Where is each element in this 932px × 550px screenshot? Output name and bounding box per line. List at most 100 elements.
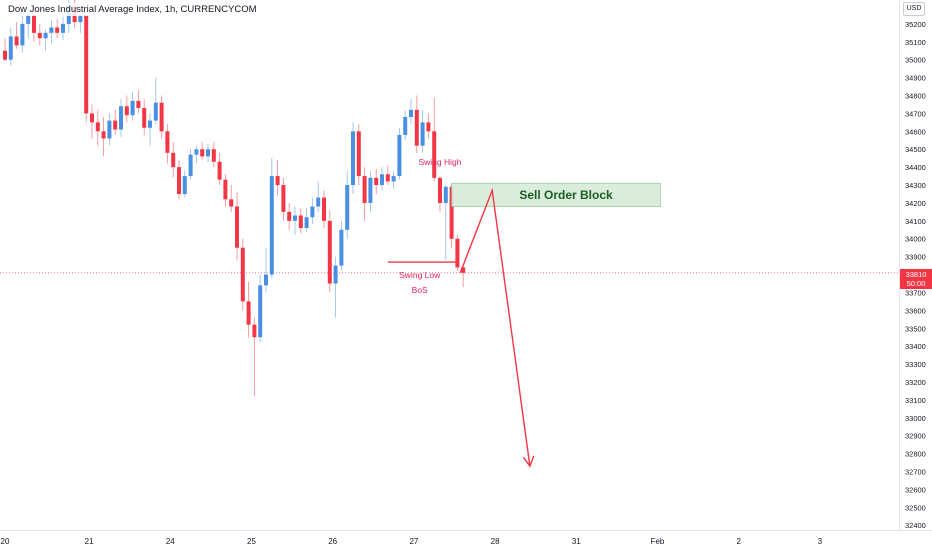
time-tick-label: 21 [85, 537, 94, 546]
candle-body [356, 131, 361, 177]
candle-body [223, 179, 228, 200]
candle-body [304, 217, 309, 229]
price-tick-label: 33600 [905, 306, 926, 315]
candle-body [403, 117, 408, 135]
candle-body [287, 211, 292, 221]
last-price-tag: 33810 50:00 [900, 269, 932, 289]
price-tick-label: 34000 [905, 235, 926, 244]
candle-body [14, 36, 19, 46]
time-tick-label: 28 [491, 537, 500, 546]
currency-button[interactable]: USD [903, 2, 925, 16]
projection-arrowhead [522, 455, 535, 468]
candle-body [380, 174, 384, 186]
candle-body [182, 176, 187, 194]
price-tick-label: 35100 [905, 38, 926, 47]
candle-body [90, 113, 94, 123]
time-tick-label: 3 [818, 537, 823, 546]
projection-path [459, 187, 531, 467]
candle-body [8, 36, 13, 60]
price-tick-label: 33200 [905, 378, 926, 387]
swing-low-label: Swing Low [399, 270, 441, 280]
price-tick-label: 34700 [905, 109, 926, 118]
price-tick-label: 32900 [905, 432, 926, 441]
candle-body [426, 122, 431, 132]
time-tick-label: Feb [651, 537, 665, 546]
price-tick-label: 33000 [905, 414, 926, 423]
candle-body [298, 215, 303, 229]
candle-body [142, 108, 147, 128]
candles [3, 0, 466, 397]
candle-body [113, 120, 118, 130]
time-tick-label: 26 [328, 537, 337, 546]
price-axis[interactable]: 32400 32500 32600 32700 32800 32900 33000 33100… [905, 20, 926, 530]
candle-body [171, 152, 176, 168]
candle-body [333, 265, 338, 284]
price-tick-label: 34500 [905, 145, 926, 154]
candle-body [246, 301, 251, 325]
candle-body [153, 102, 158, 121]
price-tick-label: 32800 [905, 450, 926, 459]
time-tick-label: 2 [736, 537, 741, 546]
candle-body [414, 109, 419, 146]
bos-label: BoS [412, 285, 428, 295]
candle-body [269, 176, 274, 275]
candle-body [240, 247, 245, 302]
time-tick-label: 25 [247, 537, 256, 546]
sell-order-block[interactable] [451, 182, 661, 207]
price-tick-label: 34600 [905, 127, 926, 136]
sell-order-block-zone [451, 182, 661, 207]
price-tick-label: 33100 [905, 396, 926, 405]
price-tick-label: 35000 [905, 56, 926, 65]
candle-body [159, 102, 164, 132]
price-tick-label: 33300 [905, 360, 926, 369]
candle-body [258, 285, 263, 338]
price-tick-label: 33700 [905, 288, 926, 297]
last-price-value: 33810 [905, 270, 927, 279]
candle-body [188, 154, 193, 177]
candle-body [84, 14, 89, 114]
candle-body [293, 215, 297, 221]
candle-body [26, 14, 31, 24]
time-axis[interactable]: 20 21 24 25 26 27 28 31 Feb 2 3 [1, 537, 823, 546]
candle-body [420, 122, 425, 146]
candle-body [252, 324, 257, 338]
candle-body [124, 106, 129, 116]
candle-body [432, 131, 437, 178]
price-tick-label: 33400 [905, 342, 926, 351]
candle-body [374, 177, 379, 186]
price-tick-label: 34900 [905, 74, 926, 83]
time-tick-label: 27 [409, 537, 418, 546]
candle-body [345, 185, 350, 230]
price-tick-label: 35200 [905, 20, 926, 29]
candle-body [229, 199, 234, 207]
candle-body [461, 267, 466, 273]
candle-body [136, 100, 141, 109]
candle-body [391, 176, 396, 182]
candle-body [95, 122, 100, 132]
candle-body [101, 131, 106, 139]
price-tick-label: 32700 [905, 467, 926, 476]
price-tick-label: 34400 [905, 163, 926, 172]
candle-body [32, 14, 36, 33]
candle-body [327, 220, 332, 284]
price-tick-label: 32500 [905, 503, 926, 512]
candle-body [438, 177, 442, 203]
time-tick-label: 24 [166, 537, 175, 546]
candle-body [194, 149, 199, 155]
candle-body [119, 106, 123, 130]
bar-countdown: 50:00 [906, 279, 926, 288]
candle-body [206, 149, 210, 157]
candle-body [148, 120, 152, 128]
candle-body [351, 131, 355, 186]
price-tick-label: 34300 [905, 181, 926, 190]
price-tick-label: 32400 [905, 521, 926, 530]
candle-body [443, 186, 448, 203]
candle-body [275, 176, 280, 186]
candle-body [61, 23, 65, 33]
candle-body [235, 206, 239, 248]
projection-arrow[interactable] [459, 187, 535, 468]
candle-body [217, 161, 222, 180]
swing-high-label: Swing High [419, 157, 462, 167]
